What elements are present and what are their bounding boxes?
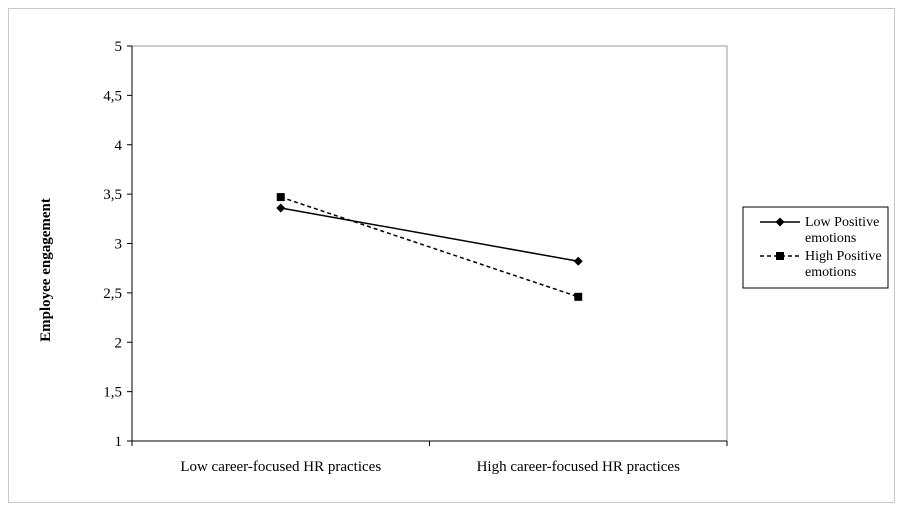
y-tick-label: 3,5: [103, 187, 122, 203]
series-layer: [276, 193, 583, 301]
legend-label: Low Positive: [805, 215, 879, 230]
legend-box: [742, 206, 889, 289]
y-tick-label: 5: [115, 39, 123, 55]
y-tick-label: 4: [115, 138, 123, 154]
y-tick-label: 3: [115, 237, 123, 253]
y-tick-label: 2: [115, 335, 123, 351]
x-tick-label: Low career-focused HR practices: [180, 459, 381, 475]
legend-label: emotions: [805, 265, 856, 280]
data-point: [574, 292, 583, 301]
y-axis-title: Employee engagement: [38, 198, 54, 342]
y-tick-label: 2,5: [103, 286, 122, 302]
legend-label: High Positive: [805, 249, 882, 264]
legend-label: emotions: [805, 231, 856, 246]
legend-marker: [775, 217, 785, 227]
legend-marker: [776, 252, 784, 260]
y-tick-label: 4,5: [103, 88, 122, 104]
series-line: [280, 196, 579, 298]
data-point: [276, 193, 285, 202]
x-tick-label: High career-focused HR practices: [477, 459, 681, 475]
plot-area: [131, 45, 728, 442]
series-line: [280, 207, 579, 263]
data-point: [573, 256, 583, 266]
data-point: [276, 203, 286, 213]
series-0: [276, 203, 583, 266]
y-tick-label: 1,5: [103, 385, 122, 401]
y-tick-label: 1: [115, 434, 123, 450]
x-ticks: Low career-focused HR practices High care…: [131, 441, 728, 475]
y-ticks: 1 1,5 2 2,5 3 3,5 4 4,5 5: [103, 39, 132, 450]
series-1: [276, 193, 583, 301]
